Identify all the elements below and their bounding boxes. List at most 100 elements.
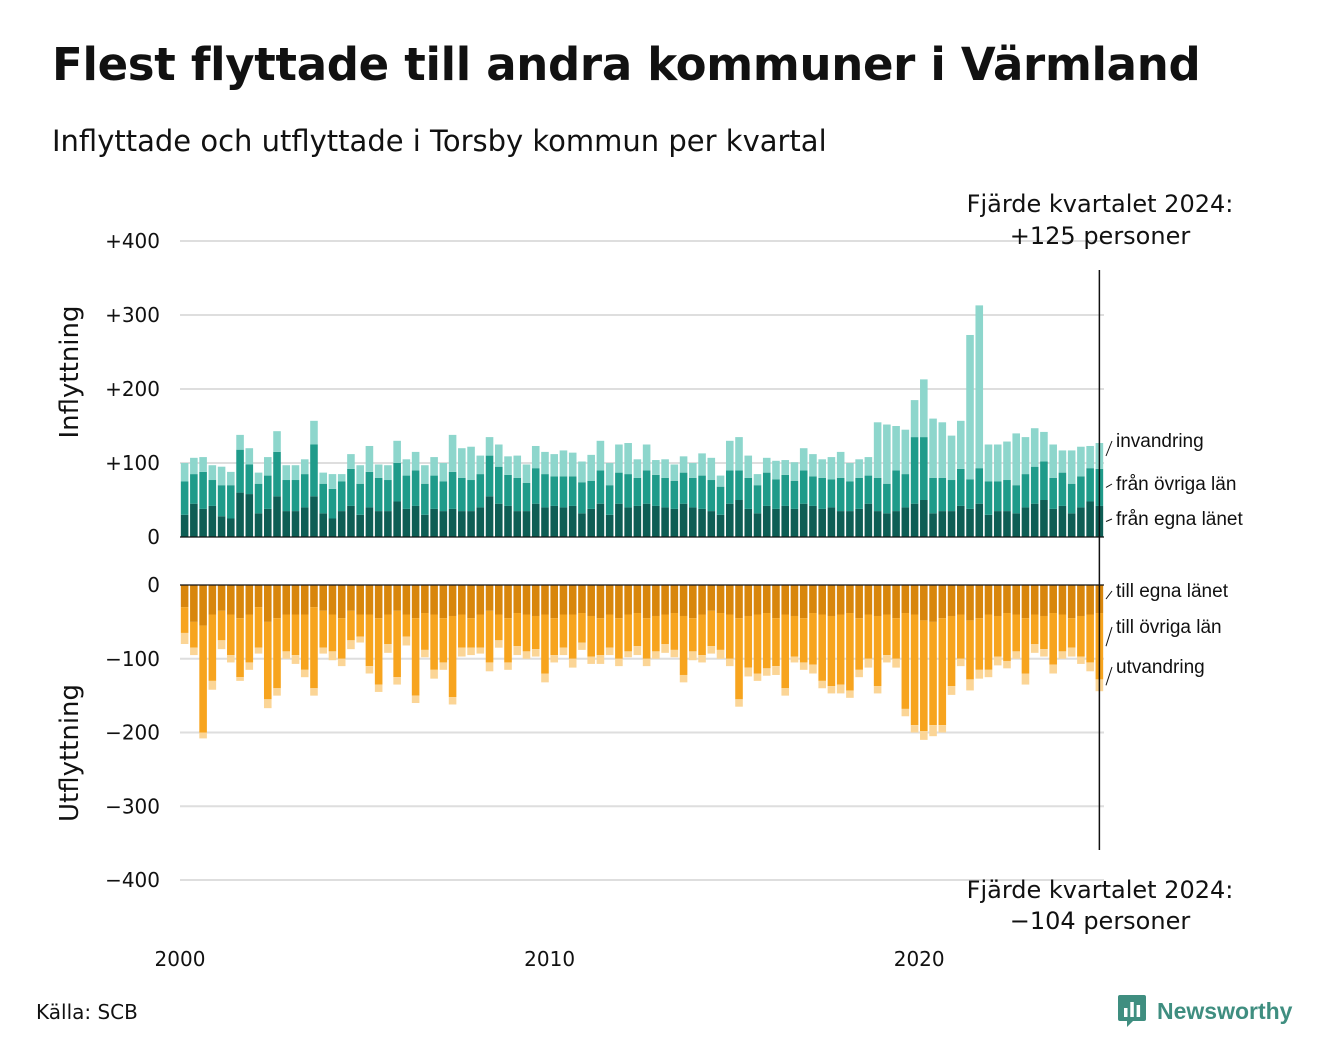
outflow-bar-segment: [347, 585, 355, 611]
inflow-bar-segment: [513, 455, 522, 478]
inflow-bar-segment: [605, 485, 614, 515]
outflow-bar-segment: [411, 695, 420, 704]
inflow-bar-segment: [790, 508, 799, 537]
outflow-bar-segment: [827, 686, 836, 694]
inflow-bar-segment: [920, 500, 928, 537]
outflow-bar-segment: [199, 585, 207, 626]
outflow-bar-segment: [1058, 651, 1067, 659]
y-tick-label-out: −400: [105, 868, 160, 892]
inflow-bar-segment: [227, 471, 235, 486]
outflow-bar-segment: [568, 585, 577, 615]
inflow-bar-segment: [550, 476, 559, 506]
outflow-bar-segment: [513, 613, 522, 647]
outflow-bar-segment: [744, 585, 753, 616]
outflow-bar-segment: [855, 618, 863, 670]
inflow-bar-segment: [393, 463, 401, 502]
outflow-bar-segment: [993, 656, 1002, 666]
inflow-bar-segment: [476, 455, 485, 475]
inflow-bar-segment: [439, 481, 448, 512]
inflow-bar-segment: [689, 463, 697, 478]
outflow-bar-segment: [818, 614, 826, 681]
inflow-bar-segment: [929, 418, 937, 478]
inflow-bar-segment: [578, 513, 586, 537]
outflow-bar-segment: [310, 585, 318, 608]
inflow-bar-segment: [624, 507, 632, 537]
outflow-bar-segment: [966, 585, 974, 621]
outflow-bar-segment: [208, 585, 217, 615]
outflow-bar-segment: [615, 585, 623, 619]
y-tick-label-in: 0: [147, 525, 160, 549]
inflow-bar-segment: [365, 471, 374, 508]
outflow-bar-segment: [254, 607, 263, 648]
y-tick-label-out: −200: [105, 721, 160, 745]
outflow-bar-segment: [393, 585, 401, 611]
inflow-bar-segment: [310, 496, 318, 537]
inflow-bar-segment: [956, 505, 965, 537]
inflow-bar-segment: [522, 482, 531, 512]
outflow-bar-segment: [513, 646, 522, 656]
outflow-bar-segment: [402, 614, 411, 637]
inflow-bar-segment: [975, 468, 984, 504]
outflow-bar-segment: [485, 610, 494, 663]
inflow-bar-segment: [236, 434, 244, 450]
inflow-bar-segment: [337, 511, 346, 537]
grid-lines: [180, 240, 1104, 881]
inflow-bar-segment: [910, 503, 919, 537]
outflow-bars: [180, 585, 1104, 740]
inflow-bar-segment: [984, 444, 993, 482]
outflow-bar-segment: [1067, 647, 1076, 657]
outflow-bar-segment: [494, 640, 503, 648]
outflow-bar-segment: [467, 585, 475, 619]
inflow-bar-segment: [541, 507, 549, 537]
inflow-bar-segment: [938, 477, 947, 512]
inflow-bar-segment: [254, 513, 263, 537]
outflow-bar-segment: [254, 585, 263, 608]
inflow-bar-segment: [531, 468, 540, 504]
inflow-bar-segment: [689, 507, 697, 537]
inflow-bar-segment: [1049, 508, 1057, 537]
outflow-bar-segment: [522, 585, 531, 615]
outflow-bar-segment: [1049, 664, 1057, 674]
outflow-bar-segment: [282, 585, 291, 615]
outflow-bar-segment: [679, 615, 688, 675]
outflow-bar-segment: [707, 610, 716, 647]
inflow-bar-segment: [772, 479, 780, 509]
inflow-bar-segment: [615, 472, 623, 504]
outflow-bar-segment: [725, 585, 734, 615]
inflow-bar-segment: [901, 507, 910, 537]
outflow-bar-segment: [227, 585, 235, 615]
outflow-bar-segment: [319, 610, 328, 648]
outflow-bar-segment: [282, 614, 291, 652]
outflow-bar-segment: [531, 615, 540, 650]
outflow-bar-segment: [652, 651, 660, 659]
inflow-bar-segment: [1077, 476, 1085, 508]
outflow-bar-segment: [190, 647, 198, 656]
inflow-bar-segment: [199, 457, 207, 472]
outflow-bar-segment: [476, 585, 485, 615]
inflow-bar-segment: [984, 514, 993, 537]
outflow-callout-line1: Fjärde kvartalet 2024:: [967, 876, 1234, 904]
inflow-bar-segment: [199, 508, 207, 537]
inflow-bar-segment: [596, 503, 605, 537]
y-tick-label-in: +300: [105, 303, 160, 327]
outflow-bar-segment: [347, 640, 355, 650]
outflow-bar-segment: [920, 620, 928, 732]
inflow-bar-segment: [615, 444, 623, 473]
inflow-bar-segment: [818, 508, 826, 537]
inflow-bar-segment: [541, 451, 549, 475]
x-tick-label: 2010: [524, 947, 575, 971]
outflow-bar-segment: [365, 666, 374, 674]
inflow-bar-segment: [846, 511, 854, 537]
outflow-bar-segment: [947, 585, 956, 616]
inflow-bar-segment: [374, 511, 383, 537]
inflow-bar-segment: [282, 480, 291, 512]
outflow-bar-segment: [458, 647, 466, 657]
inflow-bar-segment: [753, 474, 762, 486]
outflow-bar-segment: [541, 673, 549, 683]
x-tick-label: 2020: [894, 947, 945, 971]
outflow-bar-segment: [1003, 660, 1011, 669]
inflow-bar-segment: [1067, 483, 1076, 514]
inflow-bar-segment: [827, 457, 836, 480]
inflow-bar-segment: [458, 511, 466, 537]
inflow-bar-segment: [208, 480, 217, 506]
